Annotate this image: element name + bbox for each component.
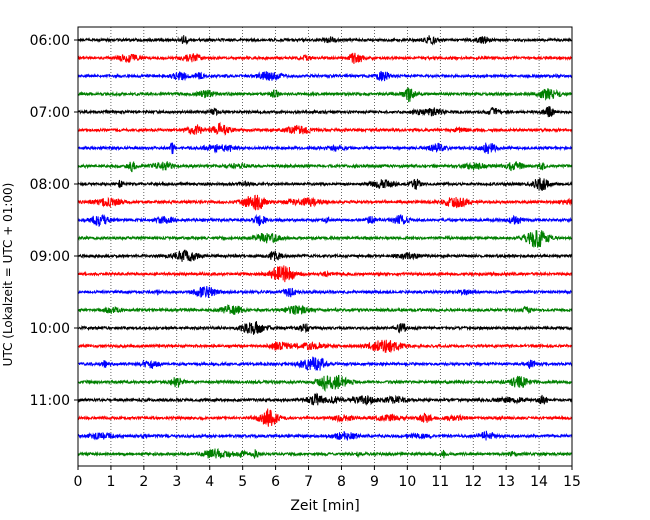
x-tick-label: 12 <box>464 474 482 490</box>
trace-1000 <box>77 321 573 335</box>
x-tick-label: 9 <box>370 474 379 490</box>
y-tick-label: 06:00 <box>30 33 70 49</box>
trace-1045 <box>77 374 573 392</box>
plot-frame <box>77 26 573 467</box>
trace-0945 <box>77 304 573 315</box>
trace-0845 <box>77 230 573 248</box>
x-tick-label: 5 <box>238 474 247 490</box>
x-axis-label: Zeit [min] <box>290 498 359 514</box>
y-tick-label: 09:00 <box>30 249 70 265</box>
x-axis: 0 1 2 3 4 5 6 7 8 9 10 11 12 13 14 15 <box>74 466 581 490</box>
x-tick-label: 6 <box>271 474 280 490</box>
y-tick-label: 07:00 <box>30 105 70 121</box>
trace-1030 <box>77 356 573 371</box>
trace-0915 <box>77 265 573 283</box>
trace-0800 <box>77 177 573 191</box>
trace-1100 <box>77 392 573 406</box>
x-tick-label: 2 <box>139 474 148 490</box>
trace-0815 <box>77 194 573 211</box>
x-tick-label: 11 <box>431 474 449 490</box>
trace-1130 <box>77 430 573 441</box>
y-tick-label: 10:00 <box>30 321 70 337</box>
x-tick-label: 15 <box>563 474 581 490</box>
x-tick-label: 10 <box>398 474 416 490</box>
x-tick-label: 1 <box>106 474 115 490</box>
trace-0745 <box>77 161 573 173</box>
trace-0730 <box>77 142 573 155</box>
x-tick-label: 8 <box>337 474 346 490</box>
x-tick-label: 13 <box>497 474 515 490</box>
x-tick-label: 3 <box>172 474 181 490</box>
x-tick-label: 14 <box>530 474 548 490</box>
x-tick-label: 4 <box>205 474 214 490</box>
x-tick-label: 7 <box>304 474 313 490</box>
y-axis: 06:00 07:00 08:00 09:00 10:00 11:00 <box>30 33 78 409</box>
trace-1015 <box>77 339 573 353</box>
trace-1145 <box>77 448 573 459</box>
trace-0645 <box>77 87 573 103</box>
trace-0930 <box>77 285 573 299</box>
trace-layer <box>77 35 573 459</box>
trace-0715 <box>77 121 573 136</box>
y-tick-label: 08:00 <box>30 177 70 193</box>
trace-1115 <box>77 408 573 427</box>
trace-0630 <box>77 70 573 82</box>
y-axis-label: UTC (Lokalzeit = UTC + 01:00) <box>1 183 15 367</box>
trace-0600 <box>77 35 573 46</box>
x-tick-label: 0 <box>74 474 83 490</box>
trace-0615 <box>77 52 573 64</box>
trace-0700 <box>77 106 573 118</box>
trace-0900 <box>77 249 573 262</box>
trace-0830 <box>77 213 573 227</box>
y-tick-label: 11:00 <box>30 393 70 409</box>
